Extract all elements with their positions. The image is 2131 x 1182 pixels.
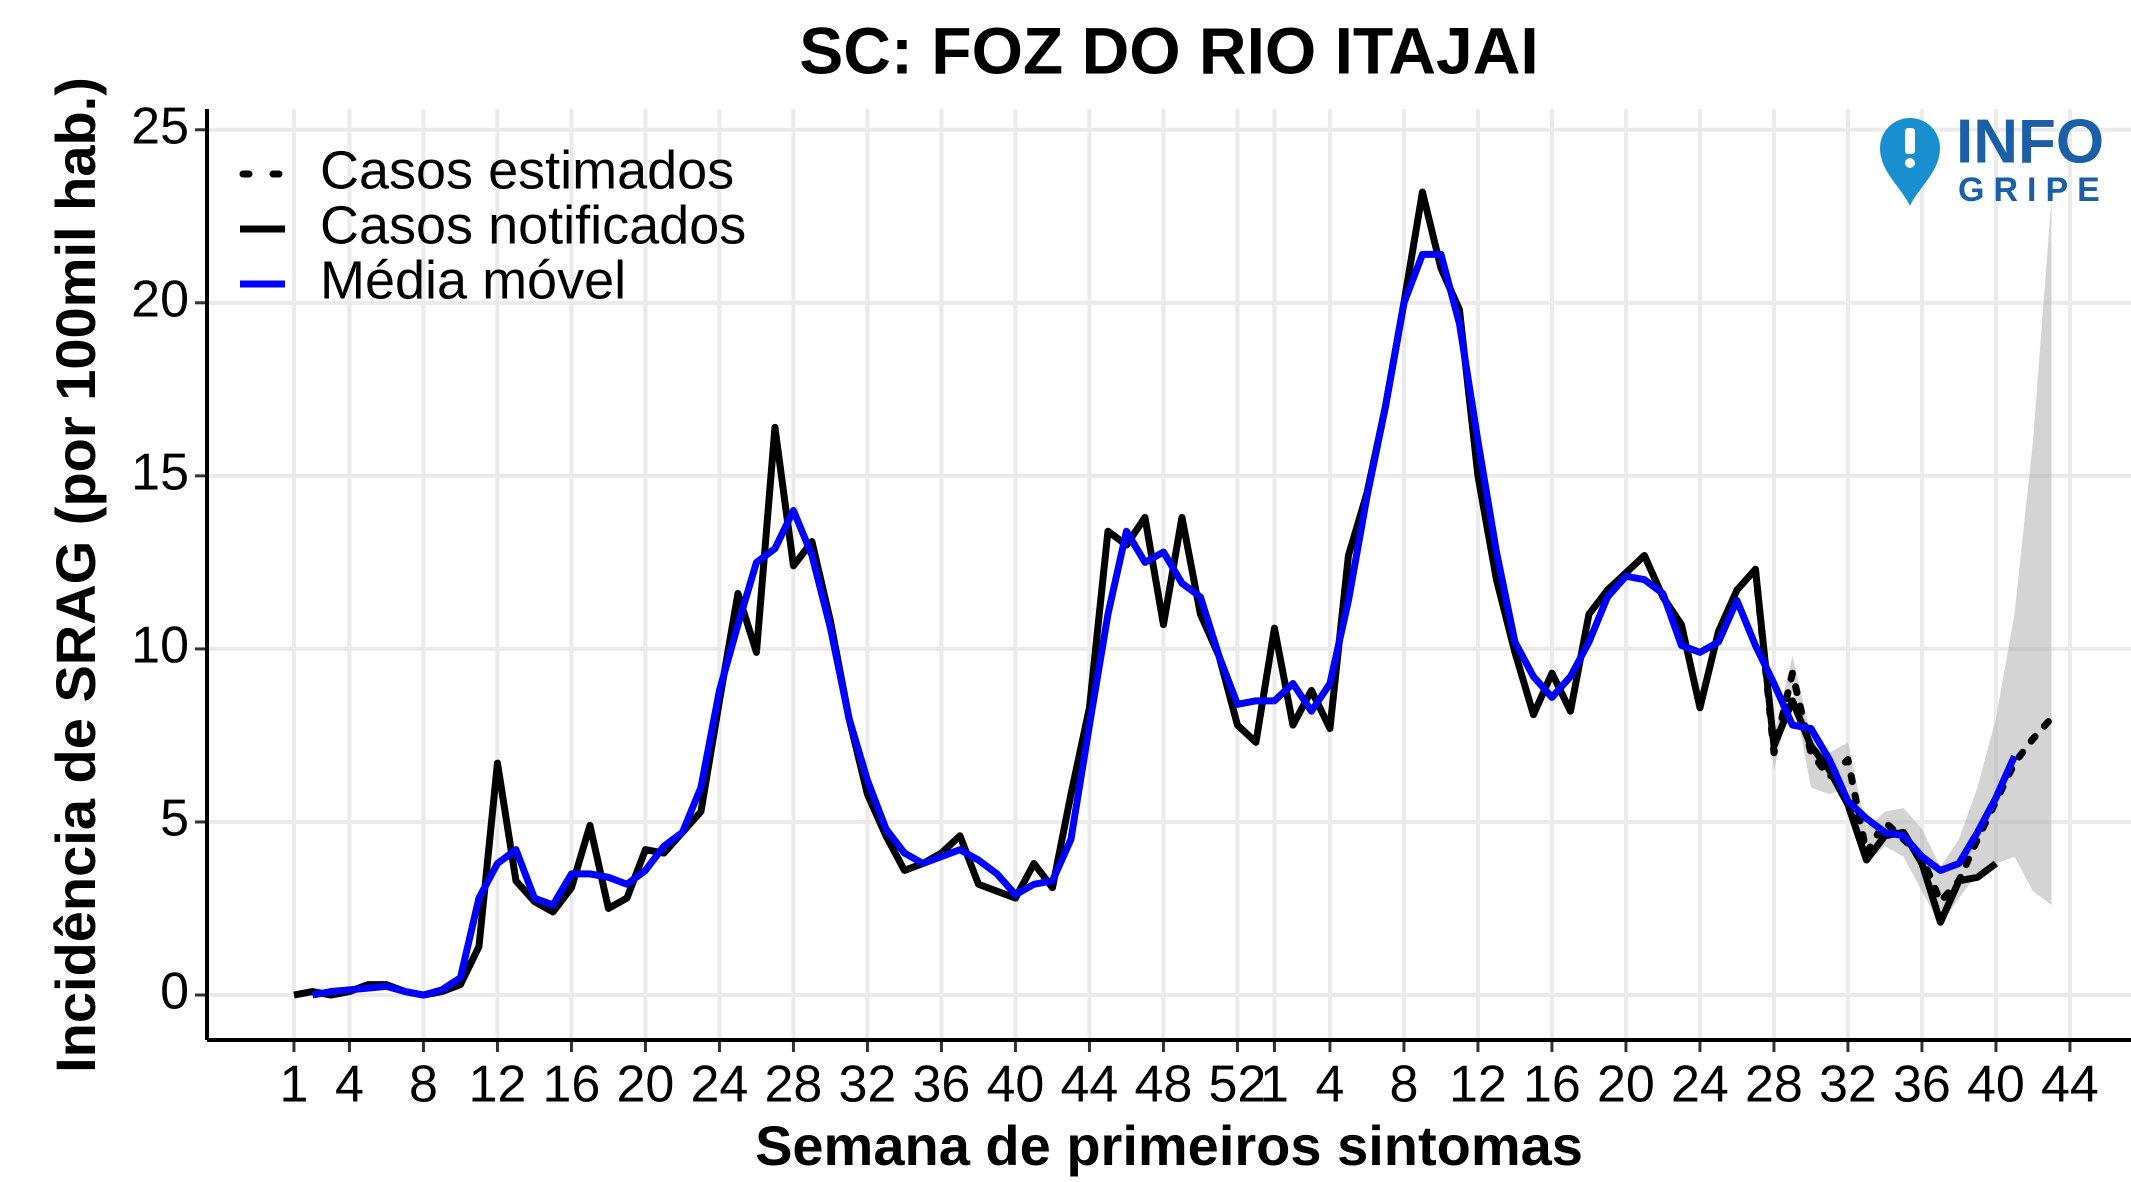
x-tick-label: 32 (839, 1056, 897, 1114)
x-tick-label: 44 (1061, 1056, 1119, 1114)
legend-label: Média móvel (320, 250, 626, 310)
legend-label: Casos notificados (320, 195, 746, 255)
x-tick-label: 4 (335, 1056, 364, 1114)
x-tick-label: 1 (279, 1056, 308, 1114)
y-tick-label: 25 (131, 98, 189, 156)
logo: INFO GRIPE (1880, 107, 2109, 209)
x-tick-label: 20 (1597, 1056, 1655, 1114)
x-tick-label: 44 (2041, 1056, 2099, 1114)
x-tick-label: 36 (1893, 1056, 1951, 1114)
x-tick-label: 8 (409, 1056, 438, 1114)
x-tick-label: 52 (1209, 1056, 1267, 1114)
uncertainty-band (1755, 198, 2052, 926)
x-tick-label: 20 (617, 1056, 675, 1114)
y-tick-label: 5 (160, 790, 189, 848)
x-tick-label: 16 (543, 1056, 601, 1114)
x-tick-label: 8 (1389, 1056, 1418, 1114)
y-tick-label: 10 (131, 617, 189, 675)
x-tick-label: 40 (987, 1056, 1045, 1114)
x-tick-label: 28 (765, 1056, 823, 1114)
logo-text: INFO (1956, 107, 2104, 176)
x-tick-label: 4 (1315, 1056, 1344, 1114)
x-tick-label: 28 (1745, 1056, 1803, 1114)
chart-title: SC: FOZ DO RIO ITAJAI (799, 13, 1538, 87)
x-tick-label: 12 (469, 1056, 527, 1114)
legend-label: Casos estimados (320, 140, 734, 200)
x-tick-label: 24 (1671, 1056, 1729, 1114)
series-line (293, 188, 1999, 999)
logo-subtext: GRIPE (1958, 171, 2109, 209)
x-tick-label: 36 (913, 1056, 971, 1114)
x-tick-label: 40 (1967, 1056, 2025, 1114)
x-tick-label: 1 (1260, 1056, 1289, 1114)
y-tick-label: 20 (131, 271, 189, 329)
x-tick-label: 48 (1135, 1056, 1193, 1114)
x-tick-label: 16 (1523, 1056, 1581, 1114)
x-tick-label: 24 (691, 1056, 749, 1114)
y-tick-label: 0 (160, 963, 189, 1021)
y-tick-label: 15 (131, 444, 189, 502)
y-axis-label: Incidência de SRAG (por 100mil hab.) (44, 77, 107, 1073)
logo-dot (1905, 158, 1915, 168)
x-tick-label: 32 (1819, 1056, 1877, 1114)
x-tick-label: 12 (1449, 1056, 1507, 1114)
series-line (311, 250, 2018, 999)
x-axis-label: Semana de primeiros sintomas (755, 1114, 1583, 1177)
logo-mark (1905, 128, 1915, 154)
